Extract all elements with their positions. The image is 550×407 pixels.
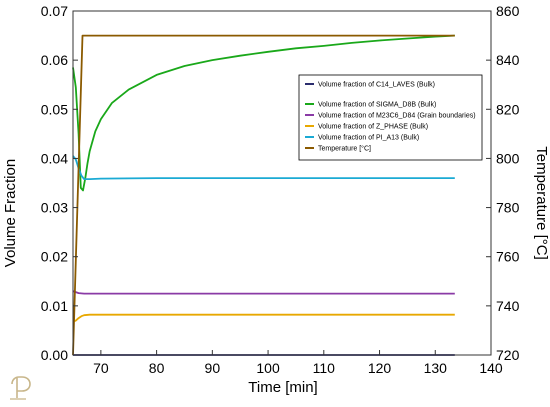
y-right-tick-label: 720 [496,347,520,363]
y-axis-left-title: Volume Fraction [2,159,19,267]
x-axis: 70 80 90 100 110 120 130 140 [93,350,503,376]
y-left-tick-label: 0.03 [41,200,68,216]
thermo-calc-logo [10,376,31,400]
plot-frame [72,10,492,356]
y-axis-right-title: Temperature [°C] [533,146,550,260]
y-axis-right: 720 740 760 780 800 820 840 860 [486,3,520,363]
y-left-tick-label: 0.01 [41,298,68,314]
series-line-4 [72,155,455,181]
y-right-tick-label: 780 [496,200,520,216]
series-line-5 [72,34,455,356]
y-right-tick-label: 800 [496,150,520,166]
legend-label: Volume fraction of M23C6_D84 (Grain boun… [318,113,476,120]
x-tick-label: 70 [93,360,109,376]
y-right-tick-label: 820 [496,101,520,117]
y-axis-left: 0.00 0.01 0.02 0.03 0.04 0.05 0.06 0.07 [41,3,78,363]
legend-label: Volume fraction of PI_A13 (Bulk) [318,135,419,142]
x-tick-label: 100 [256,360,280,376]
y-left-tick-label: 0.07 [41,3,68,19]
y-right-tick-label: 760 [496,249,520,265]
y-left-tick-label: 0.04 [41,150,68,166]
x-tick-label: 120 [368,360,392,376]
series-line-1 [72,34,455,192]
y-left-tick-label: 0.06 [41,52,68,68]
legend-box [298,74,483,161]
y-left-tick-label: 0.05 [41,101,68,117]
x-tick-label: 80 [149,360,165,376]
legend-label: Volume fraction of C14_LAVES (Bulk) [318,82,435,89]
x-axis-title: Time [min] [248,379,317,396]
y-left-tick-label: 0.02 [41,249,68,265]
y-right-tick-label: 840 [496,52,520,68]
x-tick-label: 110 [313,360,336,376]
legend-label: Volume fraction of SIGMA_D8B (Bulk) [318,102,436,109]
legend-label: Volume fraction of Z_PHASE (Bulk) [318,124,428,131]
legend: Volume fraction of C14_LAVES (Bulk) Volum… [298,74,483,161]
x-tick-label: 130 [424,360,448,376]
y-right-tick-label: 860 [496,3,520,19]
x-tick-label: 140 [479,360,503,376]
y-left-tick-label: 0.00 [41,347,68,363]
x-tick-label: 90 [205,360,221,376]
legend-label: Temperature [°C] [318,145,371,153]
y-right-tick-label: 740 [496,298,520,314]
series-line-3 [72,313,455,323]
